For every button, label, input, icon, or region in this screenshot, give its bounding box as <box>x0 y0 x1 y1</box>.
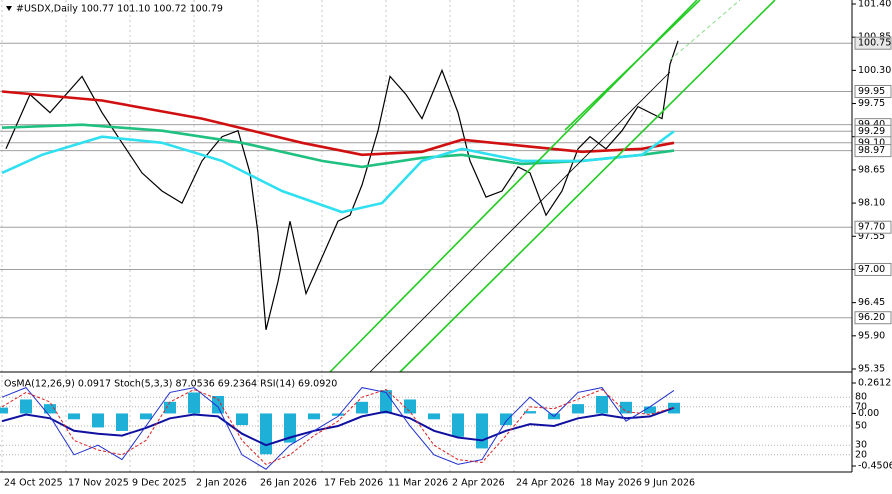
osma-bar <box>68 413 80 420</box>
y-tick-label: 99.75 <box>858 98 885 109</box>
y-tick-label: 0.2612 <box>858 378 891 389</box>
trend-line <box>369 71 671 373</box>
osma-bar <box>452 413 464 437</box>
oscillator-line <box>1 406 675 447</box>
level-box <box>854 144 892 158</box>
oscillator-line <box>1 388 675 465</box>
osma-bar <box>164 401 176 414</box>
x-tick-label: 17 Nov 2025 <box>68 478 129 489</box>
osma-bar <box>44 404 56 414</box>
oscillator-line <box>1 387 675 470</box>
osma-bar <box>212 395 224 414</box>
level-label: 99.40 <box>858 119 885 130</box>
y-tick-label: 98.65 <box>858 164 885 175</box>
y-tick-label: 100.30 <box>858 65 891 76</box>
indicator-header: OsMA(12,26,9) 0.0917 Stoch(5,3,3) 87.053… <box>4 379 337 390</box>
osma-bar <box>284 413 296 443</box>
x-tick-label: 2 Apr 2026 <box>452 478 505 489</box>
osma-bar <box>0 407 8 414</box>
x-tick-label: 24 Oct 2025 <box>4 478 63 489</box>
y-tick-label: -0.4506 <box>858 461 892 472</box>
osma-bar <box>620 401 632 414</box>
y-tick-label: 95.35 <box>858 364 885 375</box>
osma-bar <box>188 392 200 414</box>
x-tick-label: 9 Dec 2025 <box>132 478 187 489</box>
chart-header: #USDX,Daily 100.77 101.10 100.72 100.79 <box>16 4 223 15</box>
osma-bar <box>332 413 344 416</box>
osma-bar <box>572 404 584 414</box>
channel-upper <box>564 0 701 131</box>
osma-bar <box>116 413 128 431</box>
level-box <box>854 311 892 325</box>
level-box <box>854 36 892 50</box>
osma-bar <box>140 413 152 420</box>
price-line <box>5 40 679 330</box>
y-tick-label: 97.55 <box>858 231 885 242</box>
channel-lines <box>329 0 776 373</box>
x-tick-label: 9 Jun 2026 <box>644 478 695 489</box>
y-tick-label: 96.45 <box>858 297 885 308</box>
level-label: 97.70 <box>858 222 885 233</box>
level-label: 96.20 <box>858 312 885 323</box>
y2-tick-label: 50 <box>855 421 867 432</box>
y2-tick-label: 20 <box>855 449 867 460</box>
osma-bar <box>524 411 536 414</box>
x-tick-label: 24 Apr 2026 <box>516 478 575 489</box>
osma-bar <box>308 413 320 420</box>
collapse-icon <box>6 6 12 11</box>
osma-bar <box>356 401 368 414</box>
y-tick-label: 98.10 <box>858 198 885 209</box>
channel-extension <box>669 0 741 61</box>
x-tick-label: 18 May 2026 <box>580 478 642 489</box>
y2-tick-label: 30 <box>855 440 867 451</box>
osma-bar <box>236 413 248 426</box>
x-tick-label: 26 Jan 2026 <box>260 478 317 489</box>
level-box <box>854 84 892 98</box>
osma-bar <box>476 413 488 449</box>
y-tick-label: 95.90 <box>858 330 885 341</box>
level-label: 99.10 <box>858 137 885 148</box>
osma-bar <box>428 413 440 420</box>
y-tick-label: 0.00 <box>858 408 879 419</box>
x-tick-label: 11 Mar 2026 <box>388 478 448 489</box>
y2-tick-label: 70 <box>855 401 867 412</box>
level-label: 99.29 <box>858 126 885 137</box>
channel-right <box>399 0 776 373</box>
osma-bar <box>404 399 416 414</box>
osma-bar <box>20 399 32 414</box>
osma-bar <box>92 413 104 428</box>
level-label: 97.00 <box>858 264 885 275</box>
osma-bar <box>260 413 272 455</box>
moving-average <box>1 130 675 214</box>
osma-bar <box>644 406 656 414</box>
x-tick-label: 17 Feb 2026 <box>324 478 383 489</box>
level-label: 98.97 <box>858 145 885 156</box>
y-tick-label: 101.40 <box>858 0 891 10</box>
level-box <box>854 262 892 276</box>
y2-tick-label: 80 <box>855 392 867 403</box>
x-tick-label: 2 Jan 2026 <box>196 478 247 489</box>
level-label: 99.95 <box>858 86 885 97</box>
level-label: 100.75 <box>858 38 891 49</box>
moving-average <box>1 90 675 157</box>
level-box <box>854 220 892 234</box>
osma-bar <box>500 413 512 426</box>
osma-bar <box>596 395 608 414</box>
